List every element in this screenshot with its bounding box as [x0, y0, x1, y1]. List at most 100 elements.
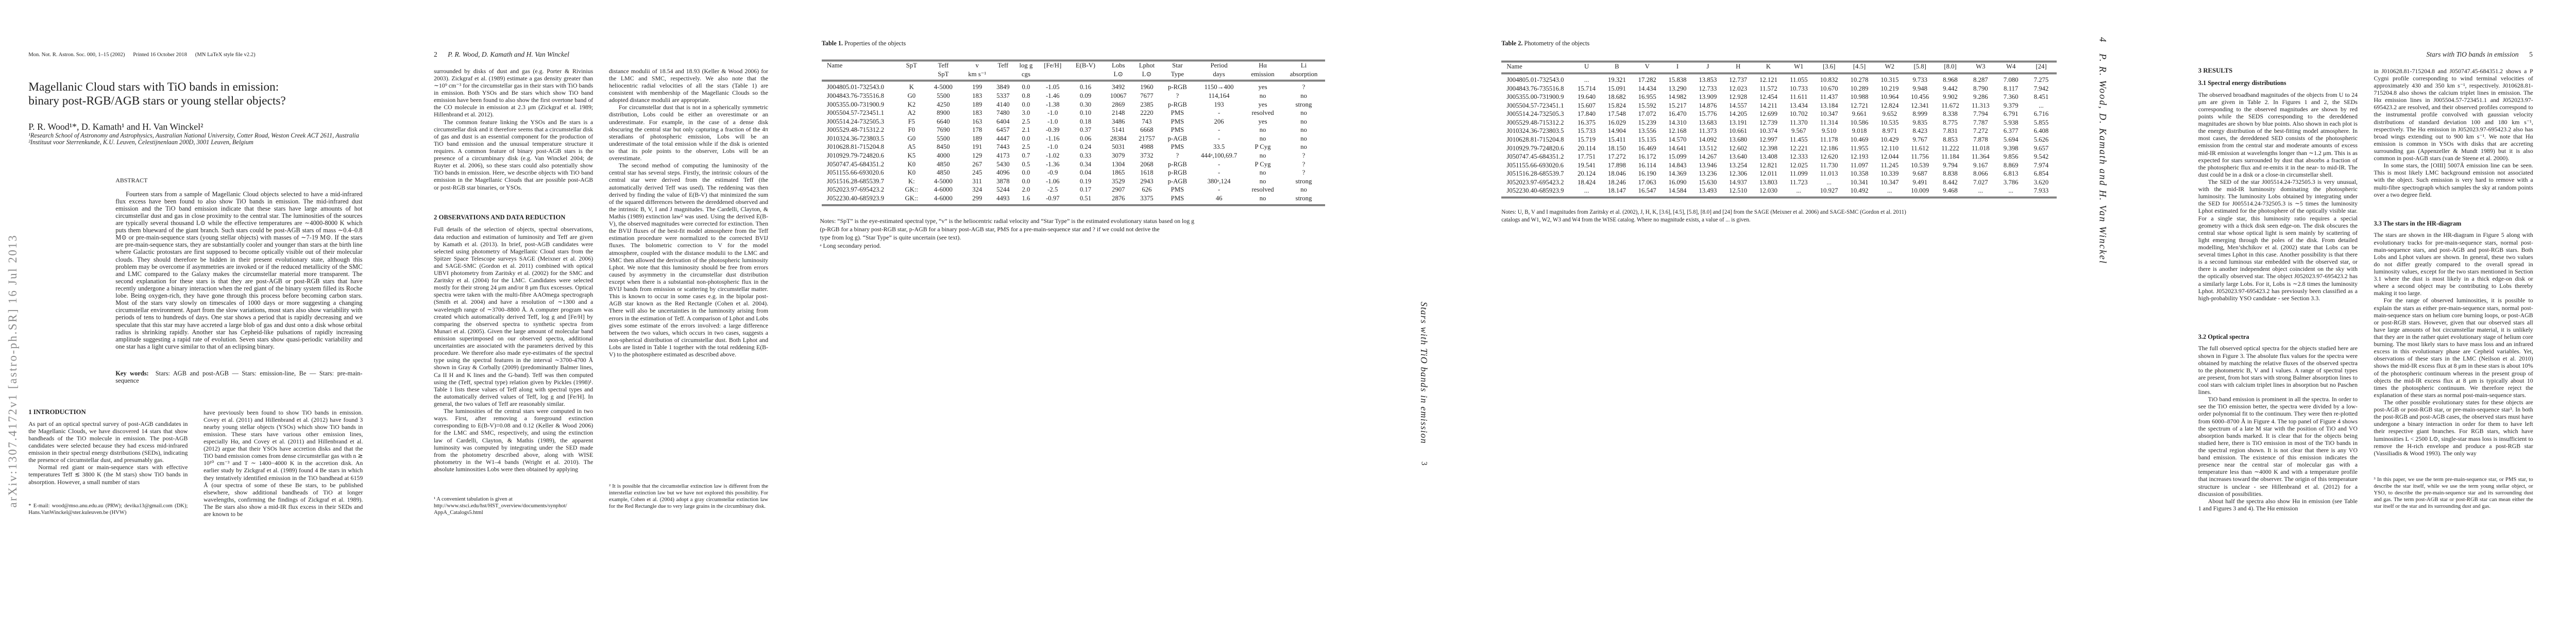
table-cell: 9.018	[1852, 127, 1867, 135]
table-cell: 3529	[1111, 177, 1125, 185]
table-cell: 4-5000	[934, 177, 953, 185]
keywords: Key words: Stars: AGB and post-AGB — Sta…	[115, 370, 362, 384]
table-cell: 2068	[1140, 160, 1154, 168]
object-name-cell: J010324.36-723803.5	[826, 134, 884, 142]
table-cell: 2.5	[1022, 143, 1030, 151]
table-cell: 12.737	[1729, 76, 1748, 84]
table-cell: ...	[1796, 187, 1802, 195]
table-cell: 0.04	[1079, 169, 1092, 177]
table-cell: 0.0	[1022, 177, 1030, 185]
table-cell: 299	[972, 194, 982, 202]
table-cell: 4493	[996, 194, 1010, 202]
table-cell: 13.434	[1789, 101, 1808, 109]
table-cell: 18.147	[1607, 187, 1626, 195]
subsection-heading-hr-diagram: 3.3 The stars in the HR-diagram	[2374, 219, 2462, 227]
table-cell: 5141	[1111, 126, 1125, 134]
table-cell: 0.24	[1079, 143, 1092, 151]
table-cell: 9.657	[2033, 144, 2049, 152]
table2-caption: Table 2. Photometry of the objects	[1501, 40, 1589, 47]
table-cell: 12.928	[1729, 93, 1748, 101]
column-header: Name	[1506, 63, 1522, 71]
table-cell: 13.853	[1699, 76, 1717, 84]
table-cell: 9.167	[1973, 161, 1988, 169]
table-cell: 6.813	[2003, 170, 2019, 178]
table-cell: 11.370	[1790, 118, 1808, 126]
table-cell: 2148	[1111, 109, 1125, 117]
table-cell: no	[1259, 177, 1266, 185]
table-header-rule	[821, 80, 1325, 82]
object-name-cell: J052230.40-685923.9	[1506, 187, 1564, 195]
object-name-cell: J010929.79-724820.6	[826, 151, 884, 159]
table-cell: 14.641	[1668, 144, 1687, 152]
column-header: U	[1584, 63, 1589, 71]
table-cell: 18.246	[1607, 178, 1626, 186]
table-cell: 4-6000	[934, 194, 953, 202]
table-cell: p-RGB	[1167, 160, 1187, 168]
table-cell: no	[1259, 151, 1266, 159]
table-cell: ?	[1302, 160, 1306, 168]
table-cell: 7677	[1140, 92, 1154, 100]
table1-caption: Table 1. Properties of the objects	[822, 40, 906, 47]
table-cell: -	[1217, 109, 1221, 117]
footnote-text[interactable]: ¹ A convenient tabulation is given at ht…	[433, 496, 567, 516]
authors: P. R. Wood¹*, D. Kamath¹ and H. Van Winc…	[28, 122, 204, 132]
table-cell: 10.964	[1880, 93, 1899, 101]
table-cell: 11.364	[1972, 153, 1990, 161]
table-cell: 13.640	[1729, 153, 1748, 161]
table-cell: 15.099	[1668, 153, 1687, 161]
table-cell: 9.286	[1973, 93, 1988, 101]
table-cell: 1.6	[1022, 194, 1030, 202]
column-header: km s⁻¹	[968, 70, 987, 78]
table-cell: 14.904	[1607, 127, 1626, 135]
table-cell: 9.491	[1912, 178, 1927, 186]
table-cell: 15.607	[1578, 101, 1596, 109]
table-bottom-rule	[1501, 197, 2057, 199]
table-cell: A2	[907, 109, 916, 117]
object-name-cell: J051155.66-693020.6	[1506, 161, 1564, 169]
table-cell: ?	[1302, 169, 1306, 177]
table-cell: 14.584	[1668, 187, 1687, 195]
table-cell: 9.856	[2003, 153, 2019, 161]
table-cell: no	[1259, 194, 1266, 202]
arxiv-stamp[interactable]: arXiv:1307.4172v1 [astro-ph.SR] 16 Jul 2…	[6, 234, 19, 508]
table-note-line: Notes: U, B, V and I magnitudes from Zar…	[1501, 209, 1906, 216]
table-cell: 14.557	[1729, 101, 1748, 109]
table-cell: 18.682	[1607, 93, 1626, 101]
table-cell: 626	[1142, 186, 1152, 194]
object-name-cell: J004805.01-732543.0	[1506, 76, 1564, 84]
paragraph: For circumstellar dust that is not in a …	[608, 104, 769, 162]
table-cell: PMS	[1171, 109, 1184, 117]
table-cell: F5	[908, 117, 916, 125]
table-row: J052230.40-685923.9... 18.147 16.547 14.584…	[1501, 186, 2056, 195]
table-cell: 8.999	[1912, 110, 1927, 118]
table-cell: 11.612	[1911, 144, 1929, 152]
table-cell: 4140	[996, 100, 1010, 108]
table-header-rule	[1501, 72, 2057, 74]
table-cell: 8.117	[2004, 84, 2019, 92]
table-cell: 2220	[1140, 109, 1154, 117]
table-row: J005355.00-731900.9 19.640 18.682 16.955 14.…	[1501, 93, 2056, 101]
paper-title: Magellanic Cloud stars with TiO bands in…	[28, 80, 286, 108]
table-cell: 14.982	[1668, 93, 1687, 101]
table-row: J051155.66-693020.6 19.541 17.898 16.114 14.…	[1501, 161, 2056, 170]
table-cell: K0	[907, 160, 916, 168]
footnote-2: ² It is possible that the circumstellar …	[609, 484, 768, 510]
table-cell: A5	[907, 143, 916, 151]
table-cell: 2.5	[1022, 117, 1030, 125]
table-cell: 9.794	[1943, 161, 1958, 169]
table-cell: 0.17	[1079, 186, 1092, 194]
paragraph: As part of an optical spectral survey of…	[28, 420, 188, 464]
column-header: [3.6]	[1822, 63, 1836, 71]
table-cell: 14.369	[1668, 170, 1687, 178]
table-note-line: Notes: “SpT” is the eye-estimated spectr…	[820, 217, 1195, 225]
table-cell: ?	[1176, 92, 1179, 100]
table-cell: p-RGB	[1167, 169, 1187, 177]
table-cell: G0	[907, 134, 916, 142]
table-cell: 5430	[996, 160, 1010, 168]
table-cell: 8.790	[1973, 84, 1988, 92]
table-cell: ...	[2008, 187, 2013, 195]
table-cell: 6404	[996, 117, 1010, 125]
running-head-title: Stars with TiO bands in emission	[2426, 50, 2519, 58]
table-row: J051155.66-693020.6 K0 4850 245 4096 0.0 -0.9 0…	[822, 168, 1325, 177]
table-cell: 12.030	[1759, 187, 1778, 195]
